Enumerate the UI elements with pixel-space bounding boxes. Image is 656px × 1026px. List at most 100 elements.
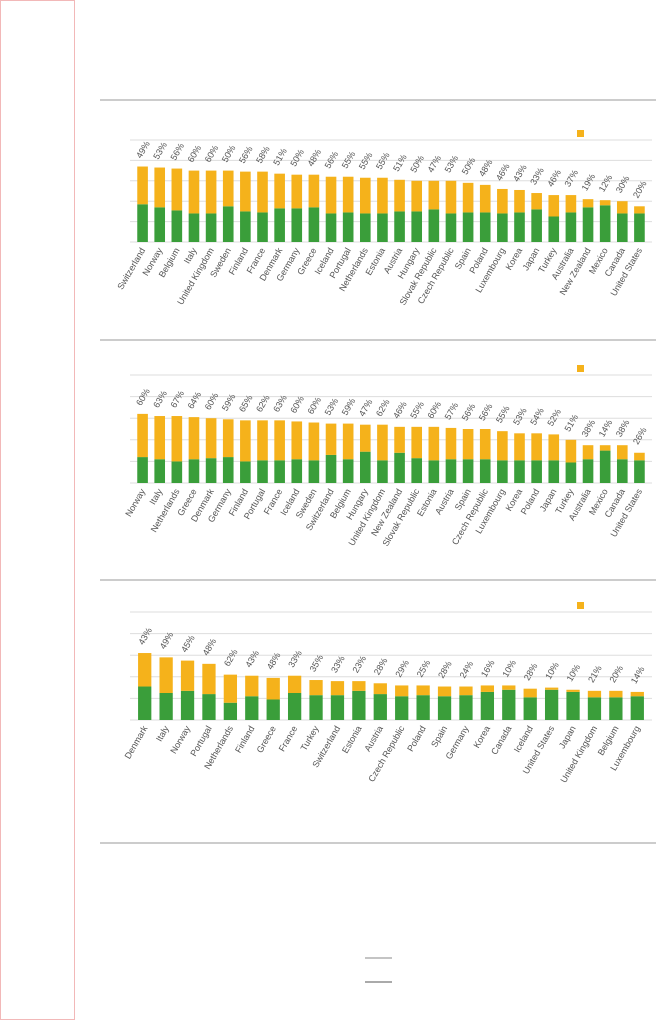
bar-segment xyxy=(462,212,474,242)
bar-segment xyxy=(377,177,388,214)
bar-segment xyxy=(514,212,525,242)
data-label: 51% xyxy=(562,413,580,434)
bar-segment xyxy=(428,209,440,242)
bar-segment xyxy=(257,420,268,461)
bar-segment xyxy=(171,168,183,211)
x-tick-label: Estonia xyxy=(340,724,364,755)
bar-segment xyxy=(411,458,423,483)
data-label: 46% xyxy=(494,162,512,183)
bar-segment xyxy=(599,205,611,242)
bar-segment xyxy=(616,213,628,242)
bar-segment xyxy=(154,167,166,208)
bar-segment xyxy=(240,211,251,242)
bar-segment xyxy=(395,696,409,720)
bar-segment xyxy=(359,451,371,483)
bar-segment xyxy=(445,427,457,460)
bar-segment xyxy=(205,458,217,483)
data-label: 28% xyxy=(522,661,540,682)
bar-segment xyxy=(287,675,302,693)
data-label: 59% xyxy=(340,396,358,417)
bar-segment xyxy=(240,171,251,212)
data-label: 21% xyxy=(586,664,604,685)
bar-segment xyxy=(587,697,602,720)
bar-segment xyxy=(523,688,537,698)
data-label: 33% xyxy=(329,654,347,675)
data-label: 47% xyxy=(425,154,443,175)
bar-segment xyxy=(188,170,200,214)
data-label: 46% xyxy=(391,400,409,421)
bar-segment xyxy=(188,459,200,483)
bar-segment xyxy=(416,685,430,696)
bar-segment xyxy=(582,459,594,483)
bar-segment xyxy=(180,690,195,720)
bar-segment xyxy=(428,180,440,210)
data-label: 55% xyxy=(408,400,426,421)
bar-segment xyxy=(274,208,285,242)
bar-segment xyxy=(205,170,217,214)
x-tick-label: Denmark xyxy=(123,724,150,761)
data-label: 63% xyxy=(151,389,169,410)
bar-segment xyxy=(609,690,623,698)
data-label: 55% xyxy=(494,404,512,425)
x-tick-label: Finland xyxy=(233,724,256,755)
bar-segment xyxy=(257,460,268,483)
bar-segment xyxy=(630,696,644,720)
bar-segment xyxy=(377,424,388,461)
bar-segment xyxy=(222,457,234,483)
bar-segment xyxy=(616,445,628,460)
bar-segment xyxy=(257,171,268,213)
bar-segment xyxy=(411,211,423,242)
bar-segment xyxy=(459,686,473,696)
bar-segment xyxy=(411,180,423,212)
data-label: 49% xyxy=(134,139,152,160)
data-label: 48% xyxy=(305,147,323,168)
bar-segment xyxy=(222,419,234,458)
x-tick-label: Italy xyxy=(182,246,199,266)
bar-segment xyxy=(531,193,542,210)
bar-segment xyxy=(287,693,302,720)
bar-segment xyxy=(308,207,320,242)
bar-segment xyxy=(188,213,200,242)
data-label: 54% xyxy=(528,406,546,427)
bar-segment xyxy=(462,429,474,460)
bar-segment xyxy=(202,663,216,695)
bar-segment xyxy=(394,211,405,242)
bar-segment xyxy=(373,683,387,695)
bar-segment xyxy=(291,208,303,242)
bar-segment xyxy=(291,174,303,209)
bar-segment xyxy=(395,685,409,697)
bar-segment xyxy=(394,426,405,453)
bar-segment xyxy=(171,461,183,483)
data-label: 55% xyxy=(340,150,358,171)
data-label: 56% xyxy=(168,141,186,162)
data-label: 53% xyxy=(443,154,461,175)
x-tick-label: Spain xyxy=(429,724,449,749)
bar-segment xyxy=(548,434,560,461)
data-label: 51% xyxy=(271,146,289,167)
x-tick-label: Japan xyxy=(557,724,578,750)
bar-segment xyxy=(377,460,388,483)
bar-segment xyxy=(330,695,345,720)
data-label: 23% xyxy=(350,654,368,675)
data-label: 56% xyxy=(477,402,495,423)
bar-segment xyxy=(479,212,491,242)
data-label: 58% xyxy=(254,144,272,165)
bar-segment xyxy=(159,693,173,720)
bar-segment xyxy=(616,459,628,483)
data-label: 25% xyxy=(415,658,433,679)
bar-segment xyxy=(566,691,580,720)
bar-segment xyxy=(373,694,387,720)
bar-segment xyxy=(634,213,645,242)
data-label: 38% xyxy=(614,418,632,439)
bar-segment xyxy=(309,680,323,696)
bar-segment xyxy=(245,696,259,720)
bar-segment xyxy=(445,213,457,242)
data-label: 59% xyxy=(220,392,238,413)
data-label: 51% xyxy=(391,153,409,174)
bar-segment xyxy=(616,201,628,214)
bar-segment xyxy=(479,459,491,483)
data-label: 60% xyxy=(305,395,323,416)
bar-segment xyxy=(154,416,166,460)
data-label: 14% xyxy=(597,418,615,439)
bar-segment xyxy=(359,177,371,214)
